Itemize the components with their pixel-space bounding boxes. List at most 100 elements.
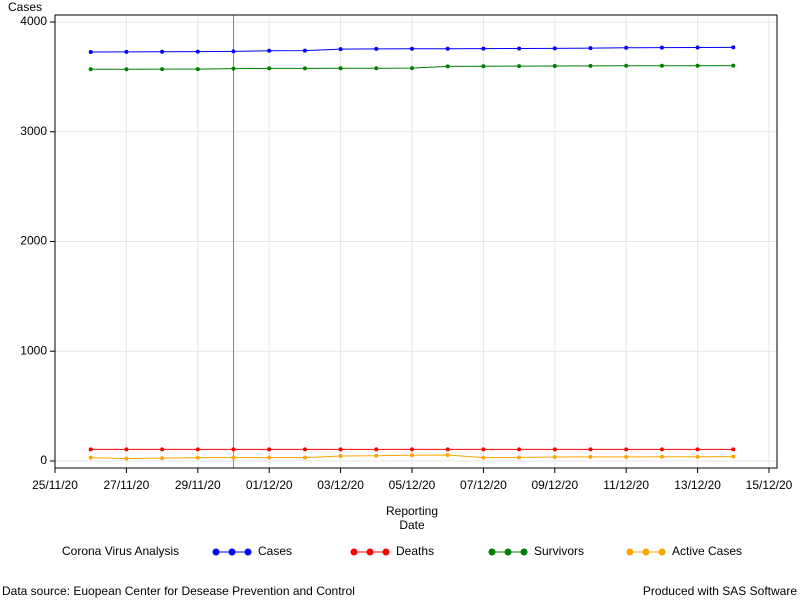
- data-point: [374, 66, 379, 71]
- data-point: [338, 447, 343, 452]
- data-point: [552, 64, 557, 69]
- data-point: [410, 447, 414, 452]
- legend-marker: [350, 548, 358, 556]
- data-point: [695, 63, 700, 68]
- footnote: Produced with SAS Software: [643, 584, 797, 598]
- data-point: [481, 64, 486, 69]
- data-point: [231, 455, 236, 460]
- data-point: [445, 452, 450, 457]
- data-point: [88, 67, 93, 72]
- y-tick-label: 3000: [20, 124, 47, 138]
- x-tick-label: 15/12/20: [746, 478, 793, 492]
- data-point: [731, 45, 736, 50]
- data-point: [445, 447, 450, 452]
- data-point: [588, 46, 593, 51]
- data-point: [374, 447, 379, 452]
- data-point: [88, 447, 93, 452]
- data-point: [659, 447, 664, 452]
- data-point: [267, 66, 272, 71]
- data-point: [338, 47, 343, 52]
- data-point: [445, 46, 450, 51]
- data-point: [517, 455, 522, 460]
- x-tick-label: 07/12/20: [460, 478, 507, 492]
- data-point: [231, 447, 236, 452]
- data-point: [445, 64, 450, 69]
- data-point: [195, 67, 200, 72]
- data-point: [588, 447, 593, 452]
- y-tick-label: 1000: [20, 343, 47, 357]
- y-axis-label: Cases: [8, 0, 42, 14]
- data-point: [195, 455, 200, 460]
- plot-frame: [54, 14, 778, 469]
- data-point: [302, 48, 307, 53]
- data-point: [88, 455, 93, 460]
- x-tick-label: 05/12/20: [389, 478, 436, 492]
- data-point: [195, 49, 200, 54]
- data-point: [552, 46, 557, 51]
- data-point: [302, 455, 307, 460]
- footnote: Data source: Euopean Center for Desease …: [2, 584, 355, 598]
- data-point: [517, 64, 522, 69]
- data-point: [659, 45, 664, 50]
- data-point: [552, 447, 557, 452]
- x-tick-label: 13/12/20: [674, 478, 721, 492]
- data-point: [410, 46, 414, 51]
- data-point: [624, 63, 629, 68]
- data-point: [160, 67, 165, 72]
- data-point: [624, 447, 629, 452]
- legend-label: Survivors: [534, 544, 584, 558]
- data-point: [695, 454, 700, 459]
- x-tick-label: 25/11/20: [32, 478, 78, 492]
- data-point: [338, 66, 343, 71]
- data-point: [302, 447, 307, 452]
- data-point: [124, 49, 129, 54]
- data-point: [88, 49, 93, 54]
- legend-marker: [626, 548, 634, 556]
- x-tick-label: 09/12/20: [531, 478, 578, 492]
- data-point: [588, 454, 593, 459]
- legend-marker: [366, 548, 374, 556]
- data-point: [517, 447, 522, 452]
- data-point: [695, 447, 700, 452]
- x-tick-label: 29/11/20: [175, 478, 221, 492]
- data-point: [588, 63, 593, 68]
- legend-marker: [244, 548, 252, 556]
- data-point: [231, 49, 236, 54]
- data-point: [659, 454, 664, 459]
- data-point: [267, 455, 272, 460]
- y-tick-label: 4000: [20, 14, 47, 28]
- data-point: [624, 45, 629, 50]
- x-tick-label: 03/12/20: [317, 478, 364, 492]
- data-point: [517, 46, 522, 51]
- data-point: [410, 66, 414, 71]
- x-tick-label: 01/12/20: [246, 478, 293, 492]
- data-point: [302, 66, 307, 71]
- data-point: [124, 456, 129, 461]
- legend-label: Cases: [258, 544, 292, 558]
- x-axis-label: Date: [399, 518, 425, 532]
- legend-marker: [642, 548, 650, 556]
- data-point: [659, 63, 664, 68]
- data-point: [124, 447, 129, 452]
- x-axis-label: Reporting: [386, 504, 438, 518]
- x-tick-label: 11/12/20: [603, 478, 649, 492]
- data-point: [267, 447, 272, 452]
- x-tick-label: 27/11/20: [103, 478, 149, 492]
- legend-marker: [658, 548, 666, 556]
- legend-label: Active Cases: [672, 544, 742, 558]
- data-point: [160, 456, 165, 461]
- data-point: [195, 447, 200, 452]
- legend-marker: [520, 548, 528, 556]
- legend-title: Corona Virus Analysis: [62, 544, 179, 558]
- data-point: [374, 453, 379, 458]
- data-point: [481, 455, 486, 460]
- data-point: [481, 447, 486, 452]
- data-point: [695, 45, 700, 50]
- legend-label: Deaths: [396, 544, 434, 558]
- legend-marker: [504, 548, 512, 556]
- data-point: [231, 66, 236, 71]
- data-point: [731, 447, 736, 452]
- data-point: [481, 46, 486, 51]
